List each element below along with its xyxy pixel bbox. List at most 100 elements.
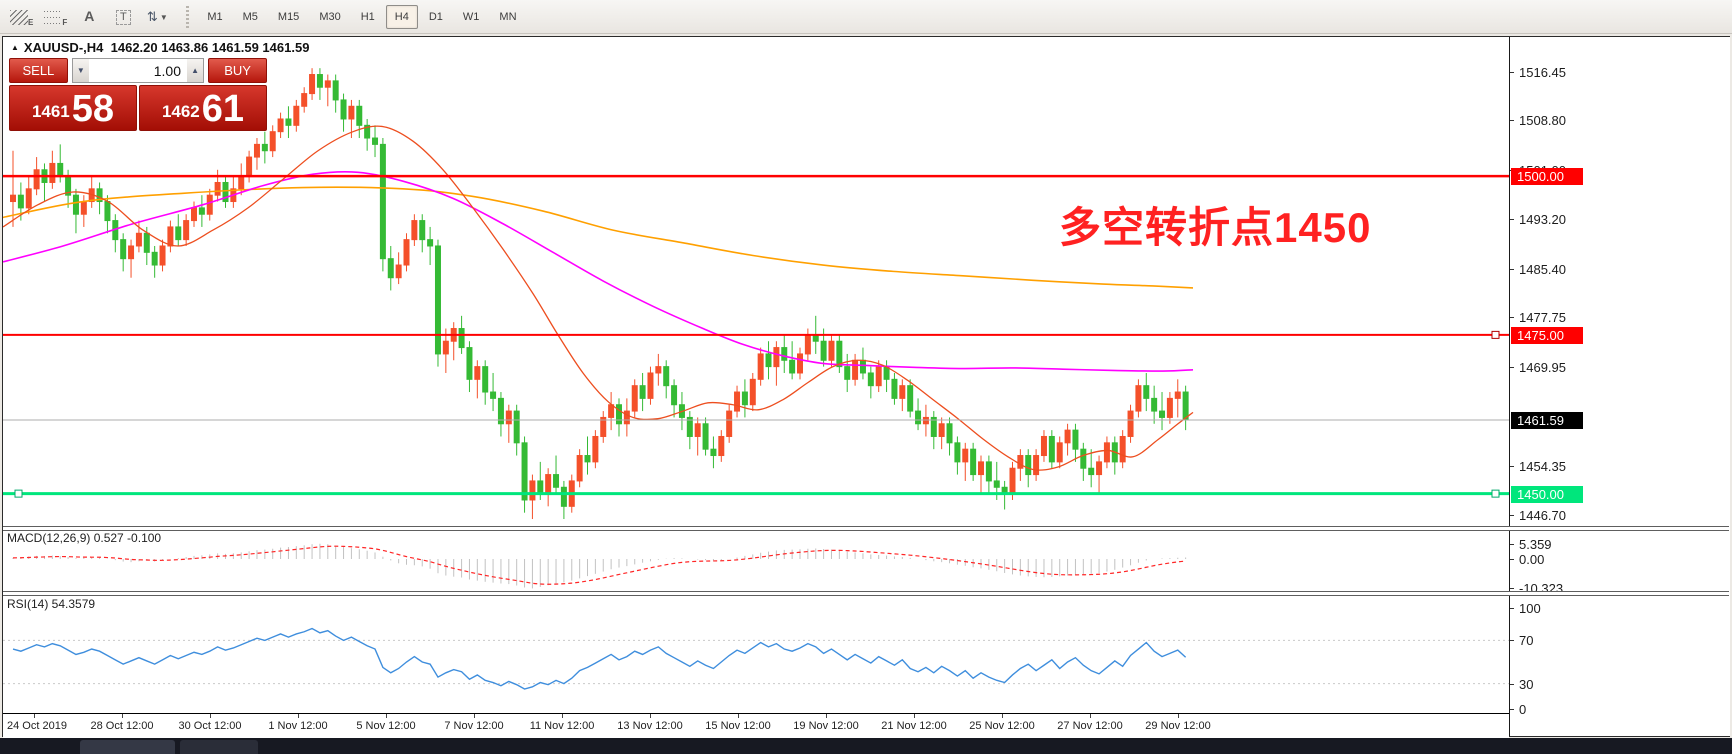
timeframe-button-d1[interactable]: D1 xyxy=(428,10,443,23)
axis-tick-mark xyxy=(1510,515,1514,516)
axis-tick-label: 30 xyxy=(1519,677,1534,692)
time-tick-label: 27 Nov 12:00 xyxy=(1057,720,1123,732)
timeframe-button-m1[interactable]: M1 xyxy=(207,10,223,23)
taskbar-item[interactable] xyxy=(80,740,175,754)
volume-input[interactable] xyxy=(89,58,187,83)
drawing-tools-group: E F A T ⇅ ▼ xyxy=(4,4,174,30)
time-tick-label: 30 Oct 12:00 xyxy=(178,720,242,732)
axis-tick-mark xyxy=(1510,544,1514,545)
timeframe-button-m5[interactable]: M5 xyxy=(242,10,258,23)
axis-tick-label: 1469.95 xyxy=(1519,360,1566,375)
axis-tick-label: 1485.40 xyxy=(1519,262,1566,277)
volume-decrease-button[interactable]: ▼ xyxy=(71,58,89,83)
time-tick-label: 15 Nov 12:00 xyxy=(705,720,771,732)
text-label-icon[interactable]: T xyxy=(107,4,139,30)
axis-tick-mark xyxy=(1510,120,1514,121)
axis-tick-label: 100 xyxy=(1519,601,1541,616)
buy-price-small: 1462 xyxy=(161,102,200,121)
taskbar-item[interactable] xyxy=(180,740,258,754)
time-tick-mark xyxy=(474,714,475,718)
timeframes-group: M1 M5 M15 M30 H1 H4 D1 W1 MN xyxy=(197,4,526,29)
time-tick-mark xyxy=(210,714,211,718)
buy-button[interactable]: BUY xyxy=(208,58,267,83)
arrows-icon[interactable]: ⇅ ▼ xyxy=(141,4,173,30)
timeframe-button-h1[interactable]: H1 xyxy=(360,10,375,23)
time-tick-mark xyxy=(1090,714,1091,718)
dotted-lines-glyph xyxy=(44,9,63,25)
collapse-triangle-icon[interactable]: ▲ xyxy=(11,43,19,52)
chart-window: ▲ XAUUSD-,H4 1462.20 1463.86 1461.59 1461… xyxy=(2,36,1730,739)
arrow-down-icon: ▼ xyxy=(76,66,85,75)
tool-letter: T xyxy=(115,9,131,25)
panel-splitter[interactable] xyxy=(3,591,1729,596)
chart-symbol-period: XAUUSD-,H4 xyxy=(23,40,104,55)
time-tick-label: 13 Nov 12:00 xyxy=(617,720,683,732)
axis-tick-mark xyxy=(1510,640,1514,641)
axis-tick-mark xyxy=(1510,72,1514,73)
arrow-up-icon: ▲ xyxy=(191,66,200,75)
timeframe-button-mn[interactable]: MN xyxy=(499,10,517,23)
price-level-badge: 1475.00 xyxy=(1511,327,1583,344)
timeframe-button-m30[interactable]: M30 xyxy=(319,10,341,23)
top-toolbar: E F A T ⇅ ▼ M1 M5 M15 M30 H1 H4 D1 W1 MN xyxy=(0,0,1732,34)
equidistant-channel-icon[interactable]: E xyxy=(5,4,37,30)
time-tick-mark xyxy=(826,714,827,718)
sell-price-big: 58 xyxy=(71,88,115,130)
time-tick-mark xyxy=(738,714,739,718)
axis-tick-mark xyxy=(1510,466,1514,467)
chart-annotation-text: 多空转折点1450 xyxy=(1059,204,1372,251)
time-tick-mark xyxy=(914,714,915,718)
axis-tick-label: 1508.80 xyxy=(1519,113,1566,128)
tool-letter: F xyxy=(62,17,68,27)
rsi-label: RSI(14) 54.3579 xyxy=(7,597,96,611)
sell-price-box[interactable]: 1461 58 xyxy=(9,85,137,131)
axis-tick-mark xyxy=(1510,317,1514,318)
axis-tick-label: 1454.35 xyxy=(1519,459,1566,474)
axis-tick-label: 0.00 xyxy=(1519,552,1545,567)
time-tick-label: 25 Nov 12:00 xyxy=(969,720,1035,732)
axis-tick-label: 1446.70 xyxy=(1519,508,1566,523)
macd-label: MACD(12,26,9) 0.527 -0.100 xyxy=(7,531,162,545)
rsi-panel[interactable]: RSI(14) 54.3579 xyxy=(3,595,1509,713)
toolbar-grip[interactable] xyxy=(184,5,192,28)
price-level-badge: 1500.00 xyxy=(1511,168,1583,185)
buy-price-big: 61 xyxy=(201,88,245,130)
panel-splitter[interactable] xyxy=(3,526,1729,531)
time-tick-label: 29 Nov 12:00 xyxy=(1145,720,1211,732)
macd-panel[interactable]: MACD(12,26,9) 0.527 -0.100 xyxy=(3,529,1509,591)
axis-tick-label: 70 xyxy=(1519,633,1534,648)
axis-tick-label: 1493.20 xyxy=(1519,212,1566,227)
time-tick-label: 5 Nov 12:00 xyxy=(356,720,416,732)
time-tick-mark xyxy=(122,714,123,718)
axis-tick-mark xyxy=(1510,367,1514,368)
timeframe-button-w1[interactable]: W1 xyxy=(462,10,480,23)
volume-increase-button[interactable]: ▲ xyxy=(187,58,205,83)
tool-letter: A xyxy=(84,7,95,24)
time-tick-mark xyxy=(386,714,387,718)
axis-tick-mark xyxy=(1510,219,1514,220)
timeframe-button-h4[interactable]: H4 xyxy=(385,4,418,29)
price-axis[interactable]: 1516.451508.801501.001493.201485.401477.… xyxy=(1509,37,1730,736)
current-price-badge: 1461.59 xyxy=(1511,412,1583,429)
time-tick-mark xyxy=(298,714,299,718)
rsi-chart[interactable] xyxy=(3,595,1509,713)
time-tick-mark xyxy=(1002,714,1003,718)
axis-tick-mark xyxy=(1510,684,1514,685)
timeframe-button-m15[interactable]: M15 xyxy=(277,10,300,23)
time-tick-label: 11 Nov 12:00 xyxy=(529,720,595,732)
candlestick-chart[interactable] xyxy=(3,37,1509,526)
fibonacci-icon[interactable]: F xyxy=(39,4,71,30)
buy-price-box[interactable]: 1462 61 xyxy=(139,85,267,131)
text-icon[interactable]: A xyxy=(73,4,105,30)
axis-tick-label: 0 xyxy=(1519,702,1527,717)
time-axis[interactable]: 24 Oct 2019 28 Oct 12:00 30 Oct 12:00 1 Nov… xyxy=(3,713,1509,739)
time-tick-label: 19 Nov 12:00 xyxy=(793,720,859,732)
sell-button[interactable]: SELL xyxy=(9,58,68,83)
time-tick-mark xyxy=(1178,714,1179,718)
main-chart-plot[interactable]: ▲ XAUUSD-,H4 1462.20 1463.86 1461.59 1461… xyxy=(3,37,1509,526)
axis-tick-mark xyxy=(1510,559,1514,560)
chevron-down-icon: ▼ xyxy=(159,12,168,22)
axis-tick-mark xyxy=(1510,709,1514,710)
axis-tick-label: 5.359 xyxy=(1519,537,1552,552)
macd-chart[interactable] xyxy=(3,529,1509,591)
